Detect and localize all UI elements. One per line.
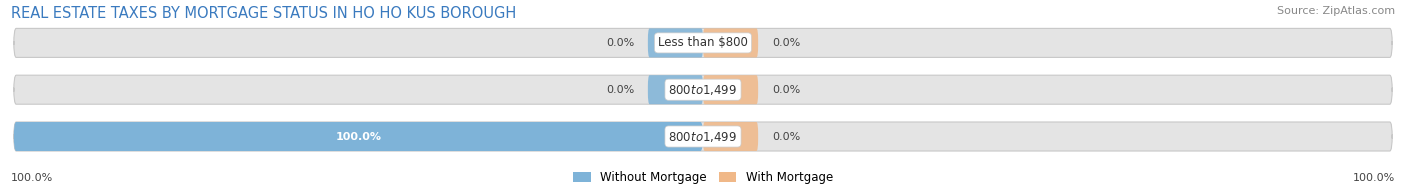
- FancyBboxPatch shape: [648, 75, 703, 104]
- Text: $800 to $1,499: $800 to $1,499: [668, 83, 738, 97]
- FancyBboxPatch shape: [14, 122, 703, 151]
- Text: 100.0%: 100.0%: [11, 173, 53, 183]
- Text: 0.0%: 0.0%: [606, 38, 634, 48]
- Text: 100.0%: 100.0%: [1353, 173, 1395, 183]
- Text: 0.0%: 0.0%: [772, 131, 800, 142]
- Legend: Without Mortgage, With Mortgage: Without Mortgage, With Mortgage: [574, 171, 832, 184]
- FancyBboxPatch shape: [14, 122, 1392, 151]
- Text: 100.0%: 100.0%: [336, 131, 381, 142]
- Text: 0.0%: 0.0%: [606, 85, 634, 95]
- Text: $800 to $1,499: $800 to $1,499: [668, 129, 738, 144]
- FancyBboxPatch shape: [703, 28, 758, 57]
- Text: Less than $800: Less than $800: [658, 36, 748, 49]
- Text: 0.0%: 0.0%: [772, 38, 800, 48]
- Text: Source: ZipAtlas.com: Source: ZipAtlas.com: [1277, 6, 1395, 16]
- FancyBboxPatch shape: [648, 28, 703, 57]
- Text: REAL ESTATE TAXES BY MORTGAGE STATUS IN HO HO KUS BOROUGH: REAL ESTATE TAXES BY MORTGAGE STATUS IN …: [11, 6, 516, 21]
- FancyBboxPatch shape: [14, 75, 1392, 104]
- FancyBboxPatch shape: [703, 75, 758, 104]
- Text: 0.0%: 0.0%: [772, 85, 800, 95]
- FancyBboxPatch shape: [14, 28, 1392, 57]
- FancyBboxPatch shape: [703, 122, 758, 151]
